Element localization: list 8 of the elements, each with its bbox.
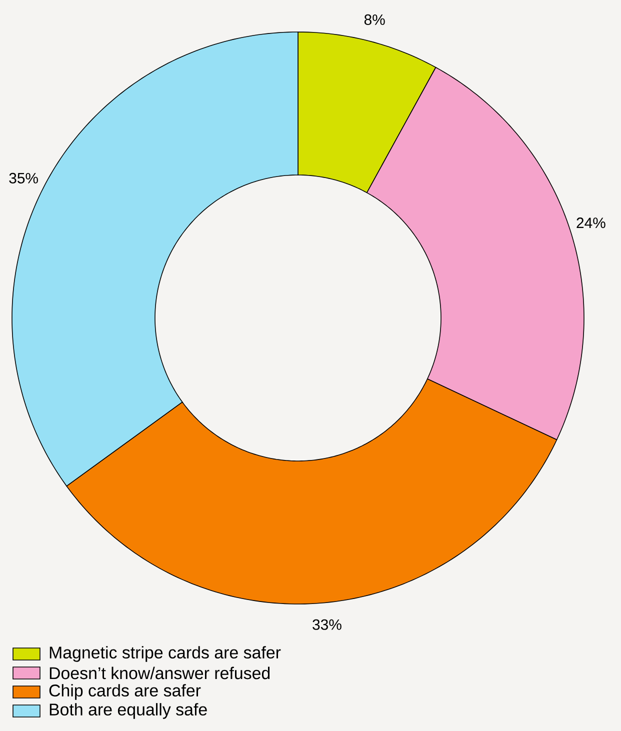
- data-label: 8%: [364, 14, 385, 25]
- data-label: 24%: [576, 218, 606, 228]
- legend-label: Both are equally safe: [50, 703, 207, 719]
- legend-label: Magnetic stripe cards are safer: [50, 646, 281, 662]
- data-label: 35%: [9, 172, 38, 184]
- legend-label: Doesn’t know/answer refused: [50, 666, 270, 680]
- legend-label: Chip cards are safer: [49, 684, 201, 700]
- data-label: 33%: [312, 619, 342, 630]
